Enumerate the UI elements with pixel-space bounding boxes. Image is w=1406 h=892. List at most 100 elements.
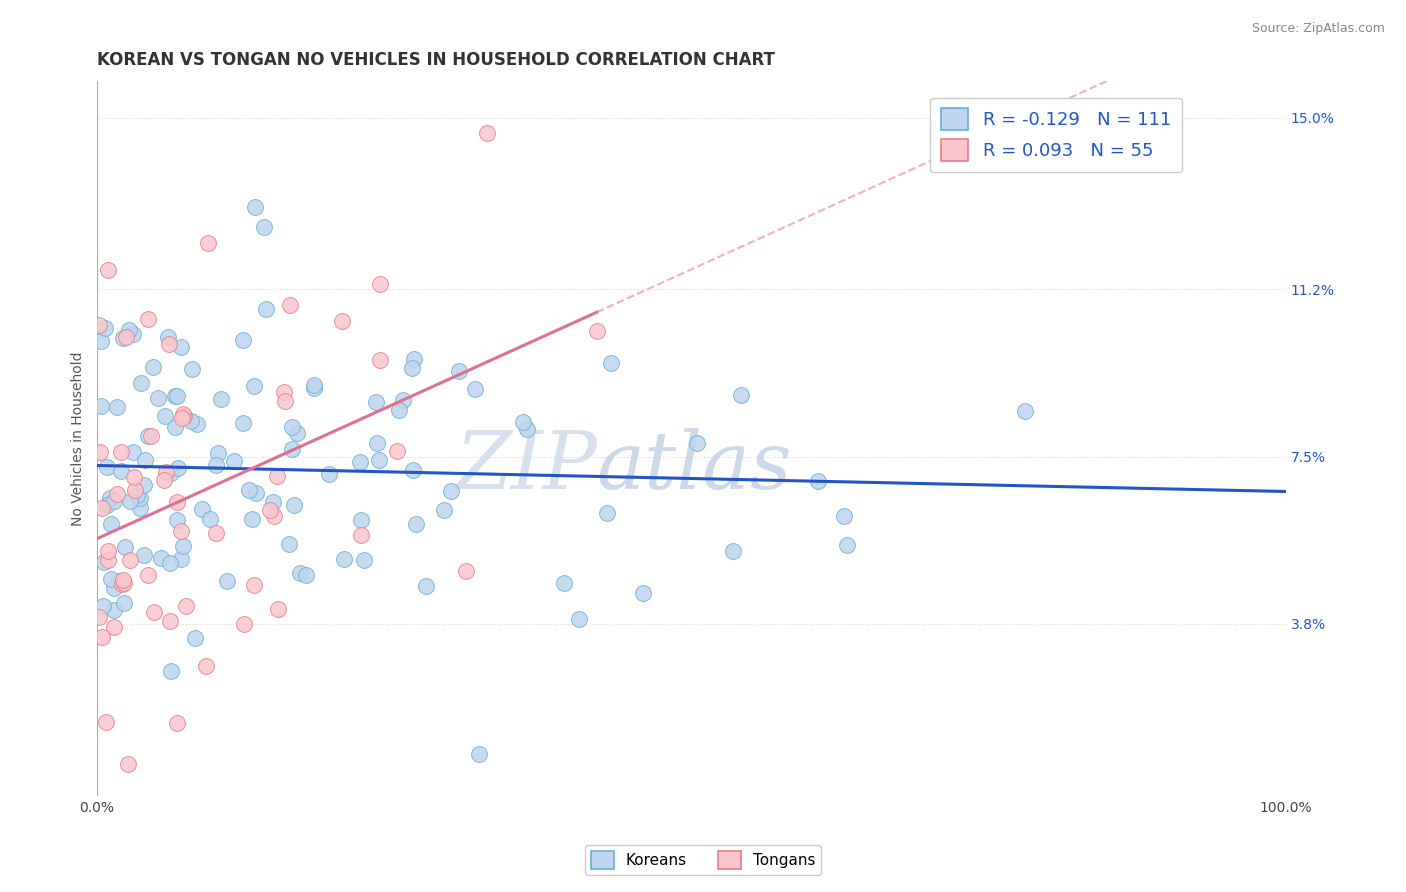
Point [243,379,266,393]
Point [100,572,122,586]
Point [93,555,115,569]
Point [368,353,391,368]
Point [105,400,128,414]
Point [198,511,221,525]
Point [91,500,114,515]
Point [385,444,408,458]
Point [568,612,591,626]
Point [156,329,179,343]
Point [114,329,136,343]
Point [159,556,181,570]
Point [97,544,120,558]
Point [134,452,156,467]
Point [456,565,478,579]
Point [245,486,267,500]
Point [129,376,152,391]
Point [181,362,204,376]
Point [90,334,112,348]
Point [278,537,301,551]
Text: Source: ZipAtlas.com: Source: ZipAtlas.com [1251,22,1385,36]
Point [205,458,228,473]
Point [195,659,218,673]
Point [139,429,162,443]
Point [243,578,266,592]
Legend: Koreans, Tongans: Koreans, Tongans [585,845,821,875]
Point [112,576,135,591]
Point [447,363,470,377]
Point [129,501,152,516]
Point [172,539,194,553]
Point [262,495,284,509]
Point [148,391,170,405]
Point [166,513,188,527]
Point [834,508,856,523]
Point [285,425,308,440]
Point [595,506,617,520]
Point [366,394,388,409]
Point [117,757,139,772]
Point [302,377,325,392]
Point [267,601,290,615]
Point [222,454,245,468]
Point [405,516,427,531]
Point [207,446,229,460]
Point [233,617,256,632]
Point [129,491,152,505]
Legend: R = -0.129   N = 111, R = 0.093   N = 55: R = -0.129 N = 111, R = 0.093 N = 55 [931,97,1182,172]
Point [512,416,534,430]
Point [90,630,112,644]
Point [132,478,155,492]
Point [159,664,181,678]
Point [415,579,437,593]
Point [170,340,193,354]
Point [274,394,297,409]
Point [263,508,285,523]
Point [350,528,373,542]
Point [122,326,145,341]
Point [166,389,188,403]
Point [166,716,188,731]
Point [142,605,165,619]
Point [440,483,463,498]
Point [191,501,214,516]
Point [155,465,177,479]
Point [96,459,118,474]
Point [205,525,228,540]
Point [170,552,193,566]
Point [302,381,325,395]
Point [368,277,391,292]
Point [180,414,202,428]
Y-axis label: No Vehicles in Household: No Vehicles in Household [72,351,86,525]
Point [125,488,148,502]
Point [159,614,181,628]
Point [89,610,111,624]
Point [186,417,208,431]
Point [110,465,132,479]
Point [136,567,159,582]
Point [232,333,254,347]
Point [183,631,205,645]
Point [124,483,146,497]
Point [266,468,288,483]
Point [553,576,575,591]
Point [464,382,486,396]
Point [160,467,183,481]
Point [118,553,141,567]
Point [366,436,388,450]
Point [295,567,318,582]
Point [599,356,621,370]
Point [150,550,173,565]
Point [122,470,145,484]
Point [686,435,709,450]
Point [807,474,830,488]
Point [166,495,188,509]
Point [392,393,415,408]
Point [103,494,125,508]
Point [723,543,745,558]
Point [283,498,305,512]
Point [103,602,125,616]
Point [110,444,132,458]
Text: ZIP: ZIP [454,428,596,506]
Point [349,513,371,527]
Point [112,330,135,344]
